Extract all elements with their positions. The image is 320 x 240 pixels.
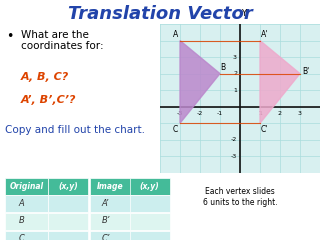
- Text: A': A': [261, 30, 268, 39]
- Text: B’: B’: [101, 216, 110, 225]
- FancyBboxPatch shape: [5, 213, 48, 230]
- Text: C’: C’: [101, 234, 110, 240]
- Polygon shape: [180, 41, 220, 123]
- Text: 1: 1: [258, 111, 262, 116]
- Text: Image: Image: [97, 182, 124, 191]
- FancyBboxPatch shape: [5, 231, 48, 240]
- FancyBboxPatch shape: [90, 178, 131, 195]
- Text: 1: 1: [233, 88, 237, 93]
- Text: What are the
coordinates for:: What are the coordinates for:: [21, 30, 103, 51]
- Text: Y: Y: [241, 9, 246, 18]
- FancyBboxPatch shape: [90, 213, 131, 230]
- Polygon shape: [260, 41, 300, 123]
- FancyBboxPatch shape: [130, 195, 170, 212]
- Text: C: C: [19, 234, 24, 240]
- Text: C: C: [173, 125, 178, 134]
- Text: -2: -2: [197, 111, 203, 116]
- Text: -2: -2: [231, 137, 237, 142]
- Text: (x,y): (x,y): [58, 182, 78, 191]
- Text: (x,y): (x,y): [140, 182, 159, 191]
- Text: C': C': [261, 125, 268, 134]
- Text: B: B: [220, 63, 225, 72]
- Text: 3: 3: [233, 54, 237, 60]
- Text: -1: -1: [217, 111, 223, 116]
- Text: B: B: [19, 216, 24, 225]
- Text: •: •: [6, 30, 14, 43]
- FancyBboxPatch shape: [5, 178, 48, 195]
- Text: A: A: [19, 198, 24, 208]
- Text: Translation Vector: Translation Vector: [68, 6, 252, 24]
- Text: 2: 2: [278, 111, 282, 116]
- FancyBboxPatch shape: [130, 178, 170, 195]
- Text: A’: A’: [102, 198, 109, 208]
- Text: 2: 2: [233, 71, 237, 76]
- FancyBboxPatch shape: [48, 231, 88, 240]
- FancyBboxPatch shape: [48, 213, 88, 230]
- Text: A’, B’,C’?: A’, B’,C’?: [21, 95, 76, 105]
- FancyBboxPatch shape: [130, 231, 170, 240]
- FancyBboxPatch shape: [90, 195, 131, 212]
- FancyBboxPatch shape: [48, 195, 88, 212]
- Text: B': B': [302, 67, 309, 77]
- Text: A: A: [173, 30, 178, 39]
- FancyBboxPatch shape: [90, 231, 131, 240]
- Text: 3: 3: [298, 111, 302, 116]
- FancyBboxPatch shape: [48, 178, 88, 195]
- Text: -3: -3: [177, 111, 183, 116]
- FancyBboxPatch shape: [130, 213, 170, 230]
- Text: -3: -3: [231, 154, 237, 159]
- FancyBboxPatch shape: [5, 195, 48, 212]
- Text: Each vertex slides
6 units to the right.: Each vertex slides 6 units to the right.: [203, 187, 277, 207]
- Text: Copy and fill out the chart.: Copy and fill out the chart.: [5, 125, 145, 135]
- Text: A, B, C?: A, B, C?: [21, 72, 69, 82]
- Text: Original: Original: [9, 182, 44, 191]
